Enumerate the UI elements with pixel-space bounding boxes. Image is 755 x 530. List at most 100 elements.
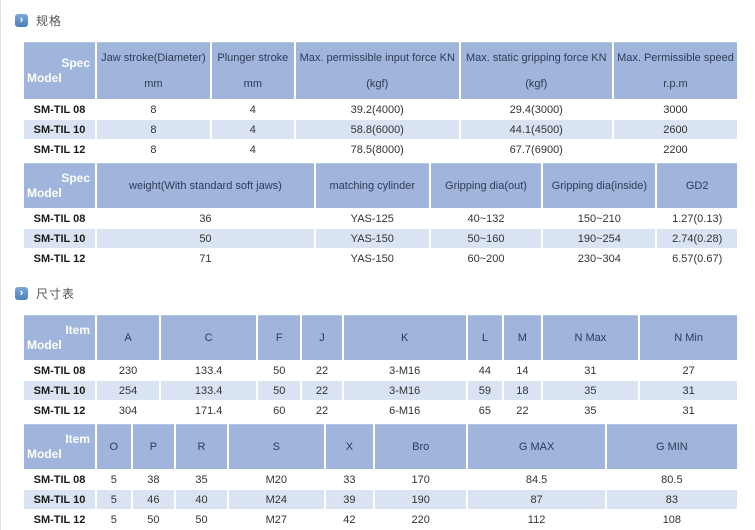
cell: 46: [130, 489, 176, 510]
cell: 5: [95, 469, 132, 490]
corner-bottom-label: Model: [27, 337, 62, 352]
row-model: SM-TIL 08: [24, 360, 96, 381]
cell: 14: [502, 360, 542, 381]
corner-top-label: Item: [65, 322, 90, 337]
table-row: SM-TIL 12 5 50 50 M27 42 220 112 108: [24, 509, 737, 530]
cell: 8: [95, 99, 211, 120]
cell: 6.57(0.67): [655, 248, 737, 269]
row-model: SM-TIL 12: [24, 248, 96, 269]
column-header: Max. permissible input force KN(kgf): [293, 42, 460, 101]
table-row: SM-TIL 10 8 4 58.8(6000) 44.1(4500) 2600: [24, 119, 737, 140]
cell: 50: [130, 509, 176, 530]
cell: 5: [95, 509, 132, 530]
cell: 31: [638, 380, 737, 401]
corner-header: Spec Model: [24, 42, 96, 101]
cell: 4: [209, 139, 295, 160]
column-header: GD2: [655, 163, 737, 210]
arrow-bullet-icon: ›: [15, 14, 28, 27]
cell: 50: [256, 360, 302, 381]
cell: 230~304: [541, 248, 657, 269]
column-header: Gripping dia(inside): [541, 163, 657, 210]
cell: 60: [256, 400, 302, 421]
corner-top-label: Spec: [61, 170, 90, 185]
cell: 8: [95, 119, 211, 140]
cell: 230: [94, 360, 161, 381]
cell: 22: [300, 360, 343, 381]
column-header: O: [95, 424, 132, 471]
column-header: S: [226, 424, 325, 471]
cell: 31: [540, 360, 640, 381]
table-row: SM-TIL 12 71 YAS-150 60~200 230~304 6.57(0.67…: [24, 248, 737, 269]
column-header: G MIN: [604, 424, 737, 471]
table-row: SM-TIL 10 254 133.4 50 22 3-M16 59 18 35 31: [24, 380, 737, 401]
section-title-text: 尺寸表: [36, 287, 76, 301]
cell: 50: [256, 380, 302, 401]
cell: 190: [373, 489, 468, 510]
row-model: SM-TIL 12: [24, 509, 96, 530]
cell: 27: [638, 360, 737, 381]
cell: YAS-150: [313, 228, 430, 249]
corner-bottom-label: Model: [27, 446, 62, 461]
header-row: Spec Model weight(With standard soft jaws)…: [24, 163, 737, 210]
column-header: L: [465, 315, 504, 362]
cell: 171.4: [159, 400, 258, 421]
row-model: SM-TIL 12: [24, 400, 96, 421]
corner-header: Spec Model: [24, 163, 96, 210]
cell: 18: [502, 380, 542, 401]
corner-bottom-label: Model: [27, 185, 62, 200]
cell: 40~132: [428, 208, 543, 229]
cell: 29.4(3000): [458, 99, 613, 120]
section-specifications: › 规格 Spec Model Jaw stroke(Diameter) mm Plu…: [14, 12, 739, 269]
cell: 39: [323, 489, 375, 510]
cell: 22: [300, 400, 343, 421]
column-header: K: [341, 315, 467, 362]
section-title-text: 规格: [36, 14, 63, 28]
cell: 2.74(0.28): [655, 228, 737, 249]
column-header: Jaw stroke(Diameter) mm: [95, 42, 211, 101]
table-row: SM-TIL 10 50 YAS-150 50~160 190~254 2.74(0.28…: [24, 228, 737, 249]
cell: 22: [502, 400, 542, 421]
column-header: F: [256, 315, 302, 362]
corner-header: Item Model: [24, 424, 96, 471]
cell: 220: [373, 509, 468, 530]
cell: 78.5(8000): [293, 139, 460, 160]
cell: M27: [226, 509, 325, 530]
table-row: SM-TIL 12 304 171.4 60 22 6-M16 65 22 35 31: [24, 400, 737, 421]
spec-table-part1: Spec Model Jaw stroke(Diameter) mm Plunger …: [24, 42, 737, 160]
cell: 58.8(6000): [293, 119, 460, 140]
cell: 4: [209, 119, 295, 140]
cell: YAS-125: [313, 208, 430, 229]
cell: 2200: [611, 139, 737, 160]
cell: M24: [226, 489, 325, 510]
cell: 150~210: [541, 208, 657, 229]
cell: 60~200: [428, 248, 543, 269]
cell: 80.5: [604, 469, 737, 490]
cell: 50: [174, 509, 228, 530]
cell: 5: [95, 489, 132, 510]
row-model: SM-TIL 10: [24, 228, 96, 249]
column-header: G MAX: [466, 424, 606, 471]
section-title-dimensions: › 尺寸表: [15, 285, 739, 302]
cell: 83: [604, 489, 737, 510]
arrow-bullet-icon: ›: [15, 287, 28, 300]
cell: 254: [94, 380, 161, 401]
column-header: Gripping dia(out): [428, 163, 543, 210]
column-header: Plunger stroke mm: [209, 42, 295, 101]
column-header: Max. static gripping force KN(kgf): [458, 42, 613, 101]
cell: 8: [95, 139, 211, 160]
cell: 40: [174, 489, 228, 510]
cell: 38: [130, 469, 176, 490]
table-row: SM-TIL 08 36 YAS-125 40~132 150~210 1.27(0.13…: [24, 208, 737, 229]
column-header: M: [502, 315, 542, 362]
dimension-table-part2: Item Model O P R S X Bro G MAX G MIN SM-TIL 08 5 38 3…: [24, 424, 737, 530]
cell: 71: [95, 248, 315, 269]
cell: 65: [465, 400, 504, 421]
cell: 112: [466, 509, 606, 530]
cell: 67.7(6900): [458, 139, 613, 160]
cell: 35: [540, 380, 640, 401]
cell: 170: [373, 469, 468, 490]
row-model: SM-TIL 08: [24, 99, 96, 120]
column-header: C: [159, 315, 258, 362]
row-model: SM-TIL 10: [24, 489, 96, 510]
table-row: SM-TIL 08 230 133.4 50 22 3-M16 44 14 31 27: [24, 360, 737, 381]
